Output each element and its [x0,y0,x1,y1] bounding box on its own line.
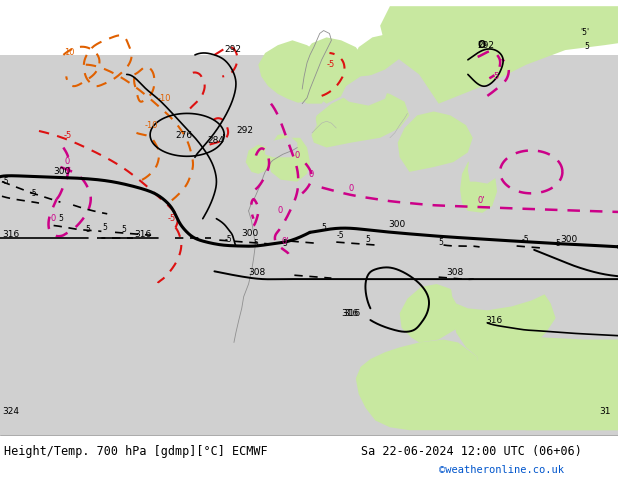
Polygon shape [265,137,297,157]
Text: 292: 292 [477,41,495,50]
Text: Height/Temp. 700 hPa [gdmp][°C] ECMWF: Height/Temp. 700 hPa [gdmp][°C] ECMWF [4,445,268,458]
Text: 5: 5 [585,42,590,51]
Polygon shape [245,145,273,174]
Text: 10: 10 [64,48,75,57]
Polygon shape [495,336,618,430]
Polygon shape [380,6,618,104]
Text: 0: 0 [294,151,300,160]
Text: -5: -5 [522,235,529,244]
Text: Sa 22-06-2024 12:00 UTC (06+06): Sa 22-06-2024 12:00 UTC (06+06) [361,445,581,458]
Text: 316: 316 [2,230,19,239]
Polygon shape [341,104,368,125]
Text: -10: -10 [145,121,158,130]
Polygon shape [341,74,390,106]
Text: 300: 300 [54,167,71,176]
Text: 5: 5 [254,239,258,248]
Bar [0,435,618,484]
Text: -5: -5 [491,73,500,81]
Text: 308: 308 [446,268,463,277]
Text: 316: 316 [486,316,503,325]
Polygon shape [281,102,317,138]
Polygon shape [268,133,310,182]
Text: 5: 5 [86,225,91,234]
Text: 316: 316 [341,309,358,318]
Text: 292: 292 [236,126,253,135]
Text: 300: 300 [388,220,405,229]
Text: 0: 0 [308,170,313,179]
Text: 0': 0' [477,196,485,205]
Text: 0: 0 [64,157,70,166]
Text: -5: -5 [327,60,335,69]
Polygon shape [399,27,463,55]
Text: ©weatheronline.co.uk: ©weatheronline.co.uk [439,465,564,475]
Text: -5: -5 [167,214,176,222]
Text: -5: -5 [63,131,72,140]
Polygon shape [353,33,414,79]
Text: -5: -5 [2,176,10,186]
Text: 5: 5 [439,238,444,247]
Polygon shape [356,340,477,430]
Text: 5: 5 [366,235,370,244]
Text: 5: 5 [283,239,288,248]
Text: '5': '5' [580,28,589,37]
Polygon shape [477,336,618,430]
Bar [0,55,618,435]
Polygon shape [450,250,555,310]
Text: -5: -5 [336,231,344,240]
Text: 5: 5 [122,225,127,234]
Polygon shape [460,213,497,248]
Text: 5: 5 [58,214,63,222]
Polygon shape [456,352,526,430]
Polygon shape [0,55,234,435]
Polygon shape [399,284,468,343]
Text: 0: 0 [278,206,283,215]
Text: O: O [477,40,486,50]
Text: 300: 300 [560,235,578,244]
Text: 316: 316 [134,230,152,239]
Polygon shape [468,147,499,184]
Text: 276: 276 [176,131,193,140]
Text: 284: 284 [207,136,224,145]
Text: 0': 0' [281,237,289,246]
Polygon shape [328,104,349,125]
Text: 5: 5 [555,239,560,248]
Text: 324: 324 [2,407,19,416]
Text: 5: 5 [102,223,107,232]
Polygon shape [304,37,366,104]
Text: 300: 300 [242,229,259,238]
Text: 5: 5 [321,223,327,232]
Polygon shape [310,89,410,147]
Polygon shape [460,157,497,213]
Text: 316: 316 [343,309,360,318]
Polygon shape [453,262,555,357]
Text: 0: 0 [349,184,354,194]
Text: -5: -5 [29,189,37,198]
Text: 292: 292 [224,45,241,54]
Text: -10: -10 [158,94,171,103]
Text: -5: -5 [224,235,232,244]
Text: 31: 31 [600,407,611,416]
Text: 0: 0 [51,214,56,222]
Polygon shape [398,111,473,172]
Polygon shape [258,40,336,104]
Text: 308: 308 [249,268,266,277]
